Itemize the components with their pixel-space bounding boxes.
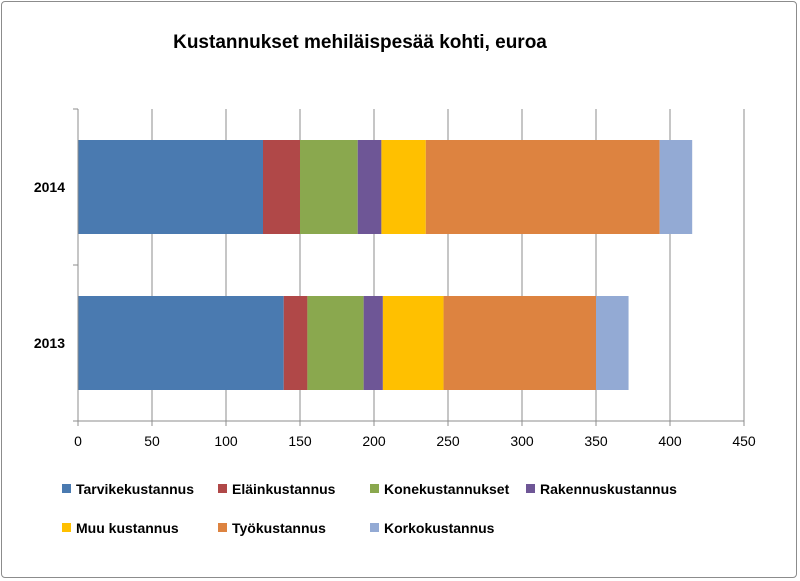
legend-label: Muu kustannus bbox=[76, 520, 179, 536]
bar-segment bbox=[382, 296, 444, 390]
bar-segment bbox=[78, 140, 263, 234]
x-tick-label: 450 bbox=[732, 433, 756, 449]
legend-swatch bbox=[218, 523, 227, 532]
chart-title: Kustannukset mehiläispesää kohti, euroa bbox=[173, 32, 547, 53]
bar-segment bbox=[357, 140, 382, 234]
legend-label: Konekustannukset bbox=[384, 481, 510, 497]
legend-swatch bbox=[218, 484, 227, 493]
legend-swatch bbox=[370, 523, 379, 532]
bar-segment bbox=[307, 296, 364, 390]
legend-swatch bbox=[526, 484, 535, 493]
y-tick-label: 2014 bbox=[34, 179, 65, 195]
axes bbox=[73, 108, 745, 426]
bar-segment bbox=[363, 296, 383, 390]
bar-segment bbox=[659, 140, 693, 234]
x-tick-label: 50 bbox=[144, 433, 160, 449]
bar-segment bbox=[263, 140, 300, 234]
x-tick-label: 150 bbox=[288, 433, 312, 449]
legend-label: Korkokustannus bbox=[384, 520, 495, 536]
x-tick-label: 400 bbox=[658, 433, 682, 449]
bar-segments bbox=[78, 140, 693, 390]
legend: Tarvikekustannus Eläinkustannus Konekustan… bbox=[62, 481, 677, 536]
legend-label: Tarvikekustannus bbox=[76, 481, 194, 497]
bar-segment bbox=[425, 140, 660, 234]
bar-segment bbox=[78, 296, 284, 390]
legend-item: Työkustannus bbox=[218, 520, 326, 536]
bar-segment bbox=[283, 296, 308, 390]
legend-item: Korkokustannus bbox=[370, 520, 495, 536]
legend-swatch bbox=[62, 484, 71, 493]
legend-label: Eläinkustannus bbox=[232, 481, 336, 497]
bar-segment bbox=[596, 296, 629, 390]
x-tick-label: 0 bbox=[74, 433, 82, 449]
x-tick-label: 200 bbox=[362, 433, 386, 449]
legend-item: Rakennuskustannus bbox=[526, 481, 677, 497]
bar-segment bbox=[443, 296, 596, 390]
x-tick-label: 250 bbox=[436, 433, 460, 449]
legend-swatch bbox=[62, 523, 71, 532]
legend-item: Konekustannukset bbox=[370, 481, 510, 497]
legend-label: Työkustannus bbox=[232, 520, 326, 536]
y-tick-label: 2013 bbox=[34, 335, 65, 351]
tick-labels: 0 50 100 150 200 250 300 350 400 450 2014 2013 bbox=[34, 179, 756, 449]
legend-swatch bbox=[370, 484, 379, 493]
legend-item: Muu kustannus bbox=[62, 520, 179, 536]
bar-segment bbox=[300, 140, 358, 234]
legend-item: Tarvikekustannus bbox=[62, 481, 194, 497]
legend-label: Rakennuskustannus bbox=[540, 481, 677, 497]
x-tick-label: 350 bbox=[584, 433, 608, 449]
x-tick-label: 100 bbox=[214, 433, 238, 449]
legend-item: Eläinkustannus bbox=[218, 481, 336, 497]
bar-segment bbox=[381, 140, 426, 234]
x-tick-label: 300 bbox=[510, 433, 534, 449]
